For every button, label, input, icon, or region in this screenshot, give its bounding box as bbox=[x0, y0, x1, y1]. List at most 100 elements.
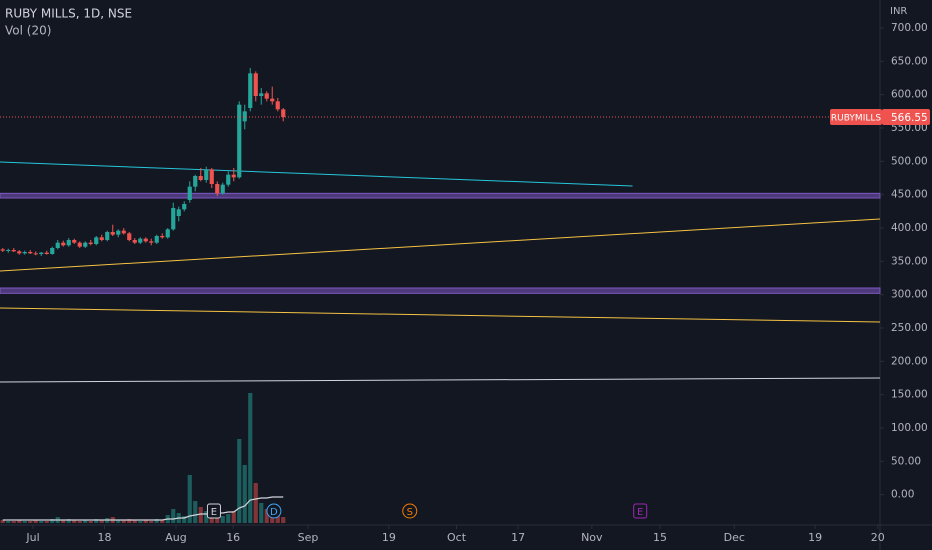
candle-body bbox=[55, 242, 60, 248]
event-label: S bbox=[407, 507, 413, 518]
y-tick-label: 50.00 bbox=[891, 455, 921, 467]
y-tick-label: 650.00 bbox=[891, 55, 928, 67]
candle-body bbox=[33, 253, 38, 255]
y-tick-label: 250.00 bbox=[891, 322, 928, 334]
candle-body bbox=[50, 248, 55, 254]
volume-bar bbox=[187, 475, 192, 523]
x-tick-label: 16 bbox=[226, 531, 240, 544]
volume-bar bbox=[28, 521, 33, 523]
candle-body bbox=[83, 242, 88, 247]
volume-bar bbox=[242, 465, 247, 523]
x-tick-label: Aug bbox=[165, 531, 186, 544]
event-marker bbox=[266, 503, 282, 519]
x-tick-label: Jul bbox=[25, 531, 39, 544]
volume-bar bbox=[231, 511, 236, 523]
candle-body bbox=[182, 204, 187, 210]
x-tick-label: 15 bbox=[653, 531, 667, 544]
volume-ma bbox=[2, 496, 284, 521]
volume-bar bbox=[215, 515, 220, 523]
volume-bar bbox=[83, 520, 88, 523]
y-tick-label: 200.00 bbox=[891, 355, 928, 367]
candle-body bbox=[39, 252, 44, 254]
candle-body bbox=[165, 229, 170, 238]
volume-bar bbox=[94, 519, 99, 523]
volume-bar bbox=[22, 521, 27, 523]
candle-body bbox=[264, 93, 269, 99]
y-tick-label: 500.00 bbox=[891, 155, 928, 167]
candle-body bbox=[6, 250, 11, 251]
candle-body bbox=[127, 233, 132, 240]
candle-body bbox=[143, 238, 148, 242]
candle-body bbox=[270, 98, 275, 102]
candle-body bbox=[171, 208, 176, 230]
candle-body bbox=[231, 174, 236, 178]
trendline bbox=[0, 218, 881, 272]
event-label: E bbox=[637, 507, 643, 518]
candle-body bbox=[132, 240, 137, 243]
volume-bar bbox=[77, 521, 82, 523]
volume-bar bbox=[171, 509, 176, 523]
y-tick-label: 0.00 bbox=[891, 489, 914, 501]
event-marker bbox=[633, 503, 648, 519]
volume-bar bbox=[198, 507, 203, 523]
candle-body bbox=[198, 176, 203, 180]
candle-body bbox=[193, 176, 198, 187]
candle-body bbox=[28, 252, 33, 254]
volume-bar bbox=[149, 521, 154, 523]
volume-bar bbox=[264, 509, 269, 523]
volume-bar bbox=[66, 519, 71, 523]
volume-bar bbox=[226, 514, 231, 523]
volume-bar bbox=[127, 519, 132, 523]
y-tick-label: 400.00 bbox=[891, 222, 928, 234]
volume-bar bbox=[11, 521, 16, 523]
volume-bar bbox=[154, 519, 159, 523]
x-tick-label: Dec bbox=[724, 531, 745, 544]
volume-bar bbox=[193, 501, 198, 523]
candle-body bbox=[187, 186, 192, 200]
subtitle: Vol (20) bbox=[5, 24, 51, 38]
symbol-label: RUBYMILLS bbox=[831, 113, 881, 123]
candle-body bbox=[17, 251, 22, 254]
last-price-label: 566.55 bbox=[891, 112, 928, 124]
candle-body bbox=[160, 236, 165, 238]
volume-bar bbox=[99, 520, 104, 523]
price-tag bbox=[882, 108, 930, 125]
candle-body bbox=[176, 209, 181, 216]
candle-body bbox=[0, 249, 5, 251]
x-tick-label: 18 bbox=[98, 531, 112, 544]
volume-bar bbox=[39, 521, 44, 523]
x-tick-label: 20 bbox=[871, 531, 885, 544]
candle-body bbox=[44, 252, 49, 254]
volume-bar bbox=[44, 521, 49, 523]
candle-body bbox=[149, 241, 154, 243]
candle-body bbox=[116, 230, 121, 235]
candle-body bbox=[154, 236, 159, 243]
event-marker bbox=[206, 503, 221, 519]
event-marker bbox=[402, 503, 418, 519]
trendline bbox=[0, 377, 881, 383]
volume-bar bbox=[253, 483, 258, 523]
volume-bar bbox=[275, 515, 280, 523]
volume-bar bbox=[281, 517, 286, 523]
volume-bar bbox=[61, 520, 66, 523]
candle-body bbox=[61, 242, 66, 246]
trendline bbox=[0, 307, 881, 323]
candle-body bbox=[209, 169, 214, 184]
candle-body bbox=[248, 73, 253, 108]
volume-bar bbox=[182, 516, 187, 523]
candle-body bbox=[110, 232, 115, 235]
candle-body bbox=[226, 174, 231, 185]
volume-bar bbox=[248, 393, 253, 523]
candle-body bbox=[237, 104, 242, 178]
candle-body bbox=[242, 111, 247, 122]
y-tick-label: 350.00 bbox=[891, 255, 928, 267]
event-label: D bbox=[270, 507, 278, 518]
candle-body bbox=[11, 250, 16, 252]
candle-body bbox=[215, 184, 220, 194]
candle-body bbox=[204, 169, 209, 180]
candle-body bbox=[138, 238, 143, 243]
volume-bar bbox=[220, 516, 225, 523]
x-tick-label: 19 bbox=[808, 531, 822, 544]
volume-bar bbox=[132, 520, 137, 523]
candle-body bbox=[22, 252, 27, 254]
